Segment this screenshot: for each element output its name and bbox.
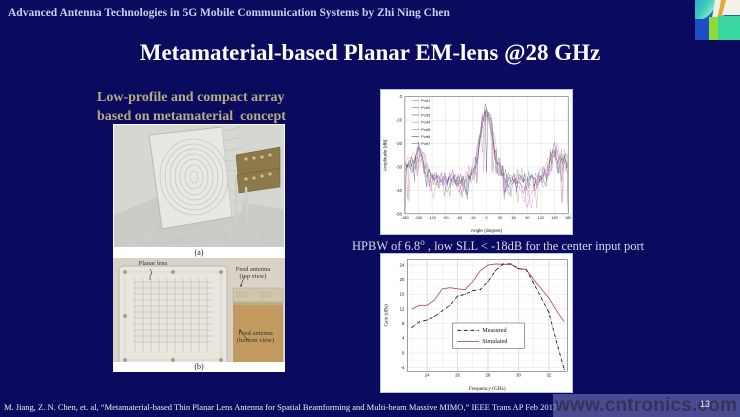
svg-text:Port3: Port3 <box>421 113 430 117</box>
svg-text:Port7: Port7 <box>421 142 430 146</box>
svg-text:32: 32 <box>547 372 552 377</box>
svg-text:-10: -10 <box>396 118 403 123</box>
svg-text:Measured: Measured <box>482 328 506 334</box>
svg-text:24: 24 <box>400 262 405 267</box>
svg-text:28: 28 <box>486 372 491 377</box>
svg-text:-150: -150 <box>415 216 423 220</box>
svg-text:-60: -60 <box>457 216 463 220</box>
svg-text:90: 90 <box>525 216 529 220</box>
svg-text:-90: -90 <box>443 216 449 220</box>
svg-text:0: 0 <box>485 216 487 220</box>
svg-text:16: 16 <box>400 292 405 297</box>
svg-text:20: 20 <box>400 277 405 282</box>
svg-text:150: 150 <box>551 216 557 220</box>
svg-text:-4: -4 <box>401 365 405 370</box>
svg-text:180: 180 <box>565 216 571 220</box>
svg-text:-30: -30 <box>396 164 403 169</box>
svg-text:Simulated: Simulated <box>482 339 507 345</box>
svg-text:30: 30 <box>516 372 521 377</box>
svg-text:Angle (degree): Angle (degree) <box>471 228 503 234</box>
svg-text:24: 24 <box>425 372 430 377</box>
svg-text:-40: -40 <box>396 188 403 193</box>
svg-text:120: 120 <box>538 216 544 220</box>
svg-text:30: 30 <box>498 216 502 220</box>
svg-text:-120: -120 <box>428 216 436 220</box>
svg-text:12: 12 <box>400 306 405 311</box>
svg-text:Port1: Port1 <box>421 99 430 103</box>
svg-text:Port2: Port2 <box>421 106 430 110</box>
svg-text:-50: -50 <box>396 211 403 216</box>
svg-text:26: 26 <box>455 372 460 377</box>
svg-text:-20: -20 <box>396 141 403 146</box>
svg-text:Port6: Port6 <box>421 135 430 139</box>
svg-text:Port4: Port4 <box>421 121 431 125</box>
svg-text:Frequency (GHz): Frequency (GHz) <box>469 385 506 392</box>
svg-text:60: 60 <box>512 216 516 220</box>
svg-text:Gain (dBs): Gain (dBs) <box>383 304 390 327</box>
svg-text:-180: -180 <box>401 216 409 220</box>
svg-text:Amplitude (dB): Amplitude (dB) <box>383 139 389 171</box>
svg-text:-30: -30 <box>470 216 476 220</box>
svg-text:Port5: Port5 <box>421 128 430 132</box>
